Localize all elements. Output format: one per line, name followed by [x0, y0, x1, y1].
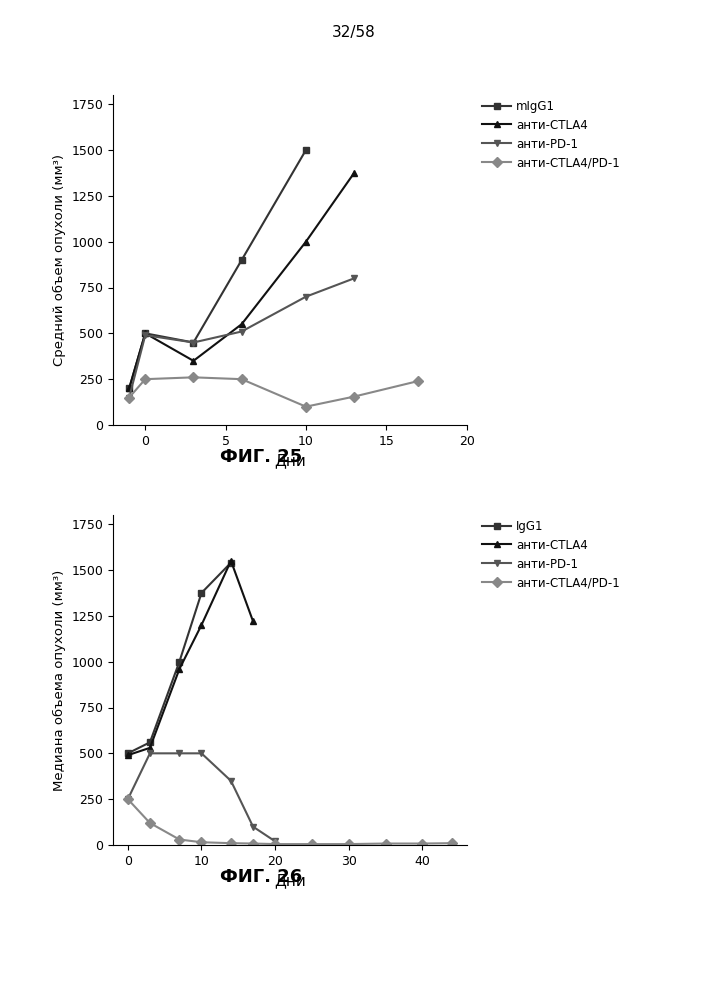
анти-PD-1 [350, 272, 358, 284]
анти-PD-1 [238, 326, 246, 338]
Line: анти-PD-1: анти-PD-1 [124, 750, 279, 845]
IgG1 [146, 736, 154, 748]
анти-CTLA4 [124, 749, 132, 761]
IgG1 [197, 587, 206, 599]
анти-CTLA4 [175, 663, 184, 675]
mIgG1 [238, 254, 246, 266]
mIgG1 [302, 144, 310, 156]
анти-CTLA4 [238, 318, 246, 330]
Line: анти-CTLA4/PD-1: анти-CTLA4/PD-1 [126, 374, 422, 410]
анти-CTLA4 [249, 615, 257, 627]
анти-PD-1 [141, 329, 149, 341]
Line: mIgG1: mIgG1 [126, 147, 310, 392]
Line: анти-CTLA4: анти-CTLA4 [124, 557, 257, 759]
X-axis label: Дни: Дни [274, 873, 305, 888]
анти-CTLA4 [302, 236, 310, 248]
анти-CTLA4/PD-1 [344, 838, 353, 850]
анти-CTLA4/PD-1 [175, 834, 184, 846]
анти-CTLA4/PD-1 [308, 838, 316, 850]
Line: анти-CTLA4: анти-CTLA4 [126, 169, 358, 392]
Text: ФИГ. 26: ФИГ. 26 [221, 868, 303, 886]
Legend: mIgG1, анти-CTLA4, анти-PD-1, анти-CTLA4/PD-1: mIgG1, анти-CTLA4, анти-PD-1, анти-CTLA4… [477, 95, 625, 174]
анти-PD-1 [249, 821, 257, 833]
анти-PD-1 [146, 747, 154, 759]
анти-CTLA4/PD-1 [141, 373, 149, 385]
анти-CTLA4/PD-1 [146, 817, 154, 829]
IgG1 [175, 656, 184, 668]
анти-PD-1 [124, 793, 132, 805]
анти-CTLA4 [350, 167, 358, 179]
IgG1 [124, 747, 132, 759]
анти-PD-1 [175, 747, 184, 759]
анти-CTLA4/PD-1 [125, 391, 134, 403]
анти-CTLA4 [197, 619, 206, 631]
Y-axis label: Средний объем опухоли (мм³): Средний объем опухоли (мм³) [53, 154, 66, 366]
mIgG1 [189, 336, 198, 349]
анти-PD-1 [271, 835, 279, 847]
анти-CTLA4/PD-1 [350, 391, 358, 403]
анти-CTLA4 [227, 555, 235, 567]
анти-CTLA4/PD-1 [238, 373, 246, 385]
X-axis label: Дни: Дни [274, 453, 305, 468]
mIgG1 [125, 382, 134, 394]
Line: анти-CTLA4/PD-1: анти-CTLA4/PD-1 [124, 796, 455, 848]
анти-CTLA4/PD-1 [381, 838, 390, 850]
Legend: IgG1, анти-CTLA4, анти-PD-1, анти-CTLA4/PD-1: IgG1, анти-CTLA4, анти-PD-1, анти-CTLA4/… [477, 515, 625, 594]
IgG1 [227, 557, 235, 569]
анти-CTLA4/PD-1 [302, 401, 310, 413]
анти-PD-1 [302, 291, 310, 303]
анти-CTLA4/PD-1 [189, 371, 198, 383]
анти-CTLA4/PD-1 [419, 838, 427, 850]
анти-CTLA4/PD-1 [124, 793, 132, 805]
анти-CTLA4/PD-1 [414, 375, 423, 387]
анти-PD-1 [197, 747, 206, 759]
Text: 32/58: 32/58 [332, 25, 375, 40]
анти-CTLA4/PD-1 [227, 837, 235, 849]
анти-CTLA4 [189, 355, 198, 367]
Y-axis label: Медиана объема опухоли (мм³): Медиана объема опухоли (мм³) [53, 569, 66, 791]
анти-CTLA4 [125, 382, 134, 394]
Text: ФИГ. 25: ФИГ. 25 [221, 448, 303, 466]
анти-CTLA4/PD-1 [448, 837, 456, 849]
Line: IgG1: IgG1 [124, 559, 235, 757]
анти-PD-1 [189, 336, 198, 349]
Line: анти-PD-1: анти-PD-1 [126, 275, 358, 401]
анти-CTLA4 [146, 742, 154, 754]
анти-CTLA4/PD-1 [249, 838, 257, 850]
анти-PD-1 [125, 391, 134, 403]
анти-CTLA4/PD-1 [197, 836, 206, 848]
анти-CTLA4/PD-1 [271, 838, 279, 850]
анти-CTLA4 [141, 327, 149, 339]
mIgG1 [141, 327, 149, 339]
анти-PD-1 [227, 775, 235, 787]
